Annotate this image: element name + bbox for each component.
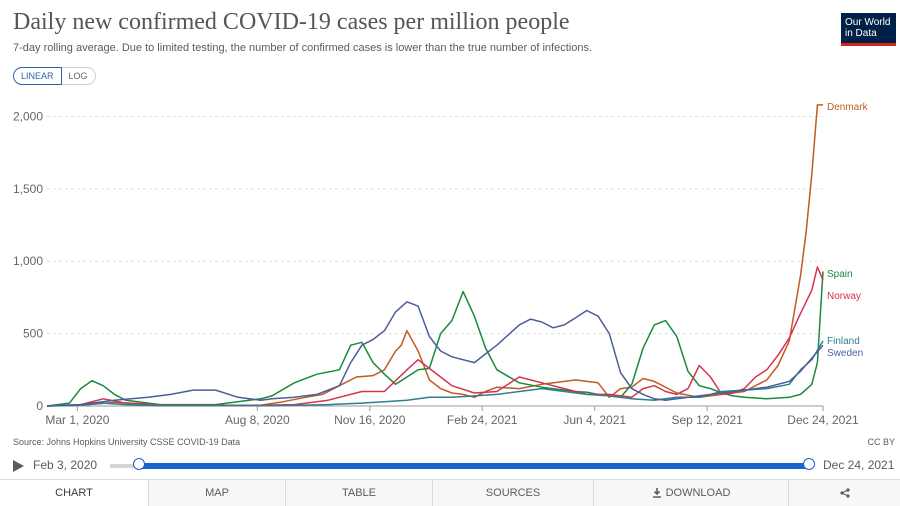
tab-download[interactable]: DOWNLOAD [593,480,788,506]
share-icon [839,488,850,498]
line-chart[interactable]: 0 500 1,000 1,500 2,000 Mar 1, 2020 Aug 8, 20… [0,90,900,430]
x-tick-label: Jun 4, 2021 [563,413,626,427]
owid-logo[interactable]: Our World in Data [841,13,896,46]
chart-title: Daily new confirmed COVID-19 cases per m… [13,9,570,35]
x-tick-label: Sep 12, 2021 [671,413,743,427]
tab-table[interactable]: TABLE [285,480,432,506]
download-icon [652,488,661,498]
timeline-start-handle[interactable] [133,458,145,470]
tab-map[interactable]: MAP [148,480,285,506]
x-axis-ticks: Mar 1, 2020 Aug 8, 2020 Nov 16, 2020 Feb 24… [45,406,859,427]
series-label-finland: Finland [827,336,860,347]
y-tick-label: 0 [36,399,43,413]
x-tick-label: Nov 16, 2020 [334,413,406,427]
download-label: DOWNLOAD [665,487,731,499]
log-scale-button[interactable]: LOG [61,67,96,85]
timeline: Feb 3, 2020 Dec 24, 2021 [0,455,900,477]
gridlines [47,115,823,407]
bottom-tab-bar: CHART MAP TABLE SOURCES DOWNLOAD [0,479,900,506]
series-line-spain [46,271,824,407]
play-icon[interactable] [13,460,24,472]
y-tick-label: 1,500 [13,182,43,196]
series-label-spain: Spain [827,269,853,280]
timeline-end-label: Dec 24, 2021 [823,458,895,472]
series-label-norway: Norway [827,291,861,302]
timeline-end-handle[interactable] [803,458,815,470]
chart-subtitle: 7-day rolling average. Due to limited te… [13,42,593,54]
y-tick-label: 2,000 [13,109,43,123]
y-axis-ticks: 0 500 1,000 1,500 2,000 [13,109,43,413]
y-tick-label: 1,000 [13,254,43,268]
y-tick-label: 500 [23,327,43,341]
timeline-selected-range[interactable] [139,463,809,469]
tab-chart[interactable]: CHART [0,480,148,506]
source-note[interactable]: Source: Johns Hopkins University CSSE CO… [13,437,241,447]
x-tick-label: Feb 24, 2021 [447,413,518,427]
series-label-denmark: Denmark [827,102,869,113]
timeline-start-label: Feb 3, 2020 [33,458,98,472]
license-label[interactable]: CC BY [867,437,895,447]
series-line-denmark [46,104,823,407]
scale-toggle: LINEAR LOG [13,67,96,85]
x-tick-label: Aug 8, 2020 [225,413,290,427]
series-line-sweden [46,301,824,407]
linear-scale-button[interactable]: LINEAR [13,67,62,85]
share-button[interactable] [788,480,900,506]
x-tick-label: Mar 1, 2020 [45,413,109,427]
x-tick-label: Dec 24, 2021 [787,413,859,427]
series-lines [46,104,824,407]
logo-line-2: in Data [845,28,877,39]
logo-line-1: Our World [845,17,891,28]
series-label-sweden: Sweden [827,348,863,359]
tab-sources[interactable]: SOURCES [432,480,593,506]
